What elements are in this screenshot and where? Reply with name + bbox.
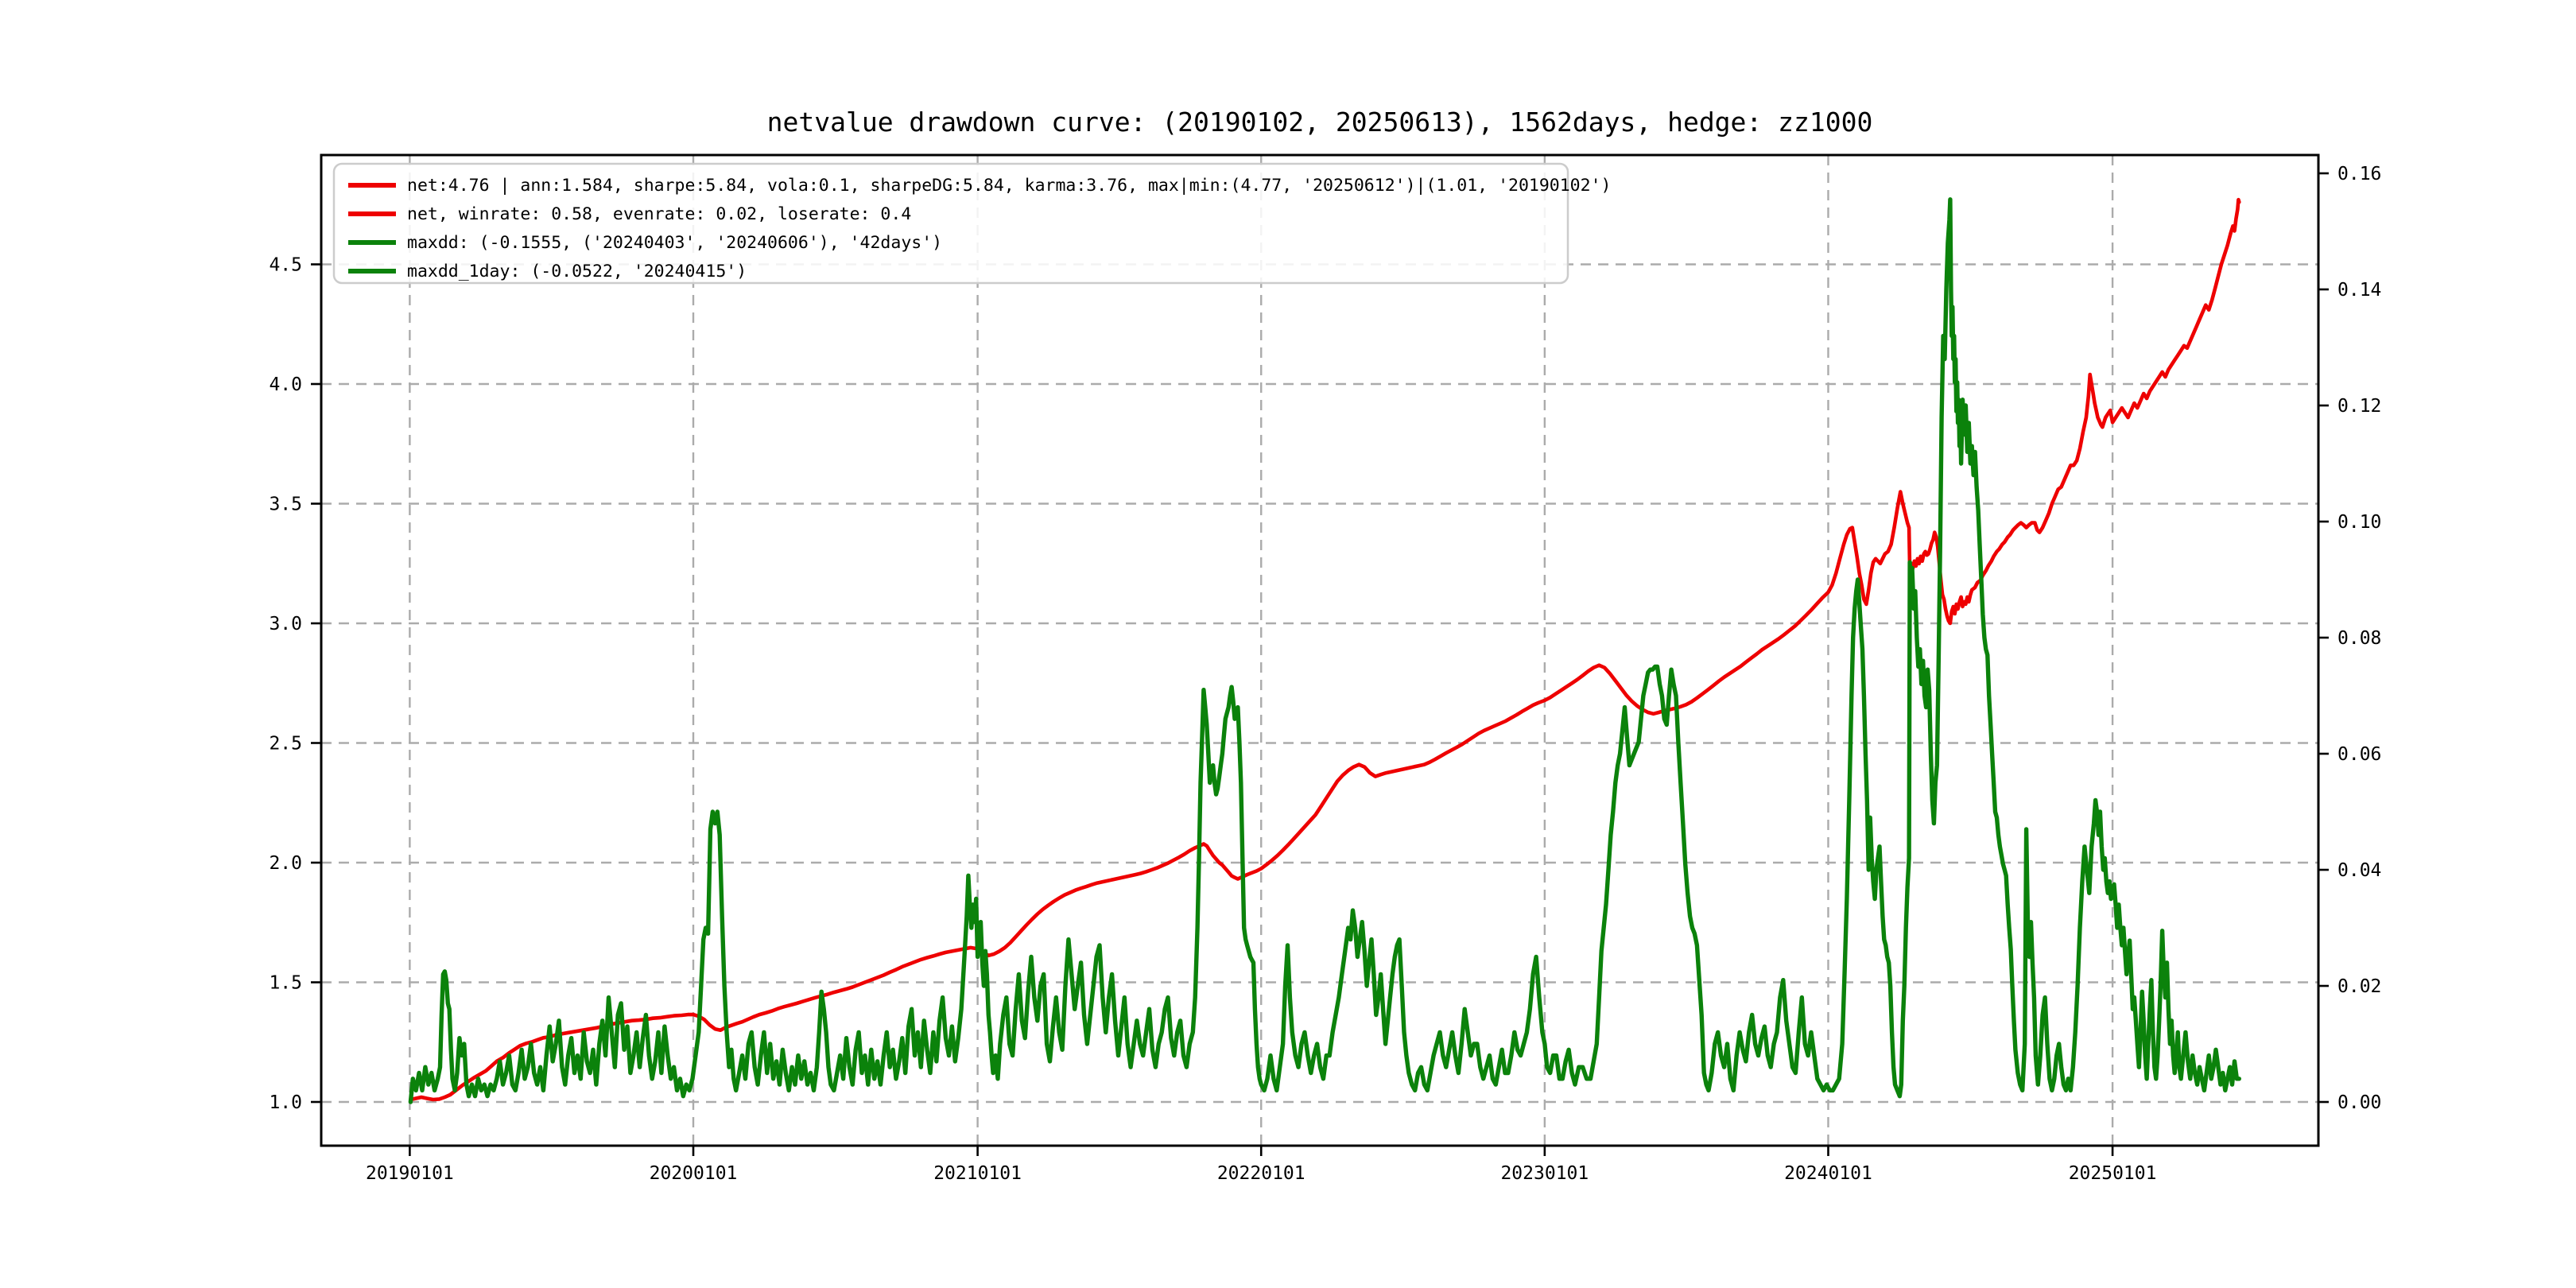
left-y-tick-label: 1.5 <box>269 973 302 994</box>
x-tick-label: 20230101 <box>1500 1163 1589 1184</box>
right-y-tick-label: 0.10 <box>2337 512 2381 533</box>
legend-item-label: maxdd: (-0.1555, ('20240403', '20240606'… <box>407 233 942 253</box>
legend-item: net, winrate: 0.58, evenrate: 0.02, lose… <box>348 204 911 224</box>
net-line <box>409 197 2241 1102</box>
legend: net:4.76 | ann:1.584, sharpe:5.84, vola:… <box>332 162 1611 285</box>
grid-layer <box>321 155 2318 1146</box>
legend-item-label: net:4.76 | ann:1.584, sharpe:5.84, vola:… <box>407 176 1611 196</box>
right-y-tick-label: 0.02 <box>2337 976 2381 997</box>
legend-box <box>332 162 1569 285</box>
x-tick-label: 20250101 <box>2069 1163 2157 1184</box>
x-tick-label: 20220101 <box>1217 1163 1305 1184</box>
right-y-tick-label: 0.08 <box>2337 628 2381 649</box>
left-y-tick-label: 2.5 <box>269 734 302 755</box>
legend-item: net:4.76 | ann:1.584, sharpe:5.84, vola:… <box>348 176 1611 196</box>
right-y-tick-label: 0.12 <box>2337 396 2381 417</box>
x-tick-label: 20190101 <box>366 1163 454 1184</box>
left-y-tick-label: 3.5 <box>269 495 302 515</box>
legend-item-label: maxdd_1day: (-0.0522, '20240415') <box>407 262 747 281</box>
chart-title: netvalue drawdown curve: (20190102, 2025… <box>767 107 1873 138</box>
left-y-tick-label: 4.0 <box>269 374 302 395</box>
x-tick-label: 20210101 <box>933 1163 1022 1184</box>
left-y-tick-label: 2.0 <box>269 853 302 874</box>
left-y-tick-label: 4.5 <box>269 254 302 275</box>
right-y-tick-label: 0.04 <box>2337 860 2381 881</box>
x-tick-label: 20240101 <box>1784 1163 1872 1184</box>
right-y-tick-label: 0.00 <box>2337 1092 2381 1113</box>
axes-layer: 20190101 20200101 20210101 20220101 20230101… <box>269 153 2381 1184</box>
right-y-tick-label: 0.14 <box>2337 280 2381 301</box>
series-layer <box>408 197 2242 1104</box>
x-tick-label: 20200101 <box>650 1163 738 1184</box>
legend-item: maxdd: (-0.1555, ('20240403', '20240606'… <box>348 233 942 253</box>
right-y-tick-label: 0.16 <box>2337 164 2381 184</box>
left-y-tick-label: 1.0 <box>269 1092 302 1113</box>
legend-item: maxdd_1day: (-0.0522, '20240415') <box>348 262 747 281</box>
maxdd-line <box>408 197 2242 1104</box>
right-y-tick-label: 0.06 <box>2337 744 2381 765</box>
plot-border <box>320 153 2320 1147</box>
left-y-tick-label: 3.0 <box>269 614 302 634</box>
legend-item-label: net, winrate: 0.58, evenrate: 0.02, lose… <box>407 204 911 224</box>
